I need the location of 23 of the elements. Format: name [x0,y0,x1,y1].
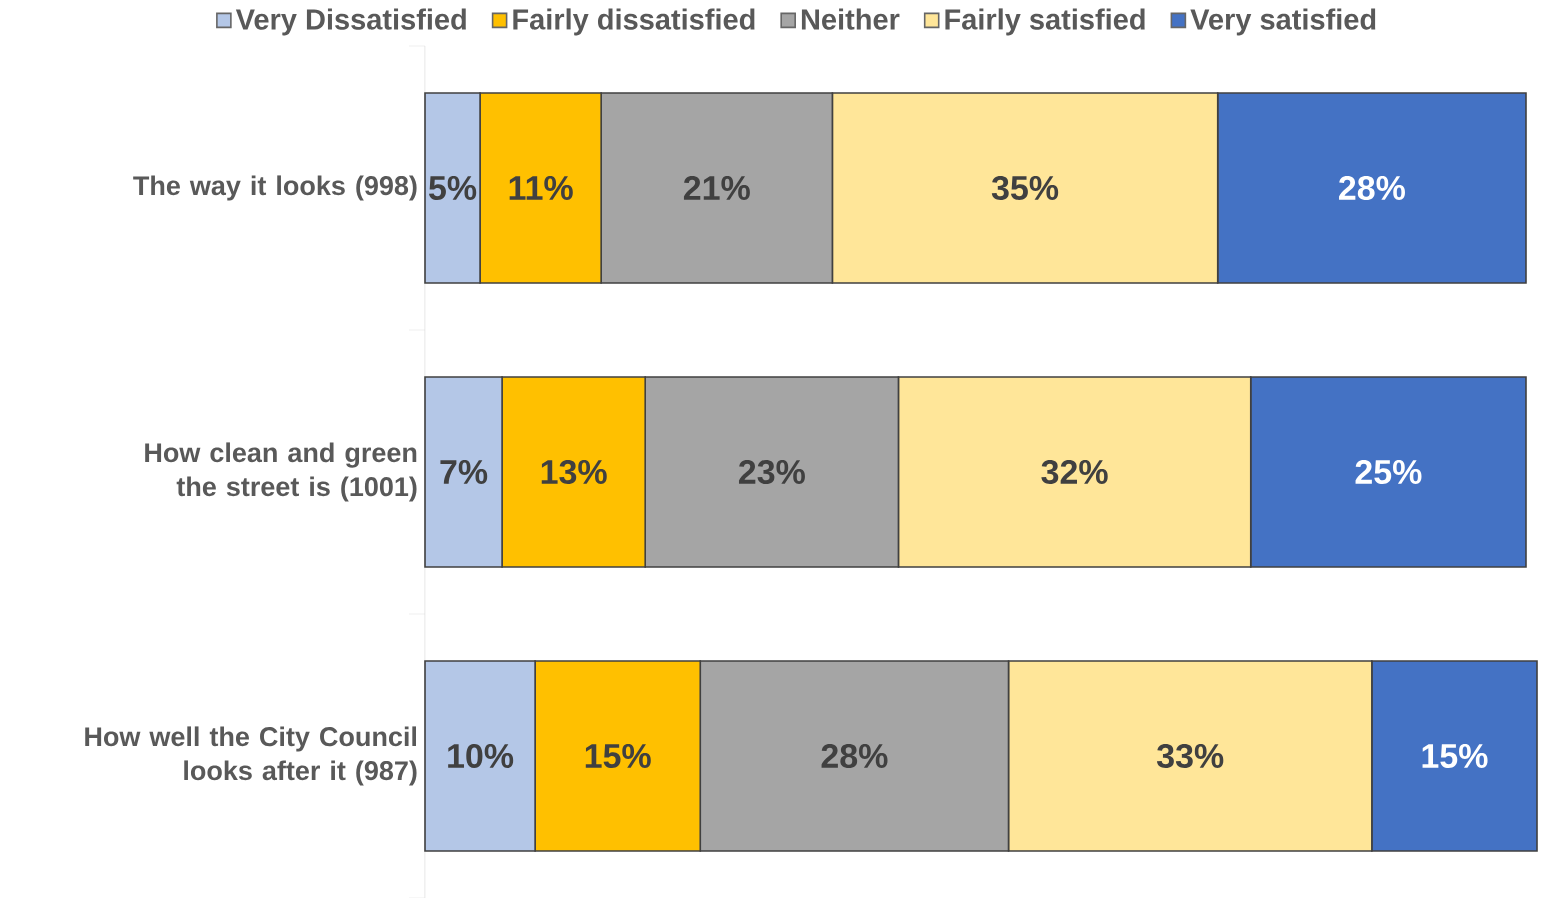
data-label: 11% [509,176,573,200]
data-label: 15% [1422,744,1488,768]
data-label: 10% [448,743,514,769]
legend-label: Fairly dissatisfied [513,8,755,36]
legend-label: Fairly satisfied [945,8,1145,36]
y-tick-label: The way it looks (998) [133,175,417,201]
data-label: 28% [821,743,888,769]
data-label: 15% [585,744,651,768]
data-label: 7% [440,460,488,484]
data-label: 28% [1339,175,1405,201]
data-label: 25% [1355,459,1422,485]
legend-label: Very Dissatisfied [235,8,466,36]
data-label: 35% [991,175,1059,201]
data-label: 32% [1041,459,1108,485]
y-tick-label: How clean and green the street is (1001) [145,442,417,502]
legend-label: Very satisfied [1190,8,1376,36]
data-label: 21% [683,175,750,200]
y-tick-label: How well the City Council looks after it (987) [85,726,417,786]
data-label: 13% [541,459,607,485]
data-label: 5% [429,176,477,200]
data-label: 33% [1156,743,1224,769]
legend-label: Neither [801,8,900,30]
data-label: 23% [738,459,805,485]
